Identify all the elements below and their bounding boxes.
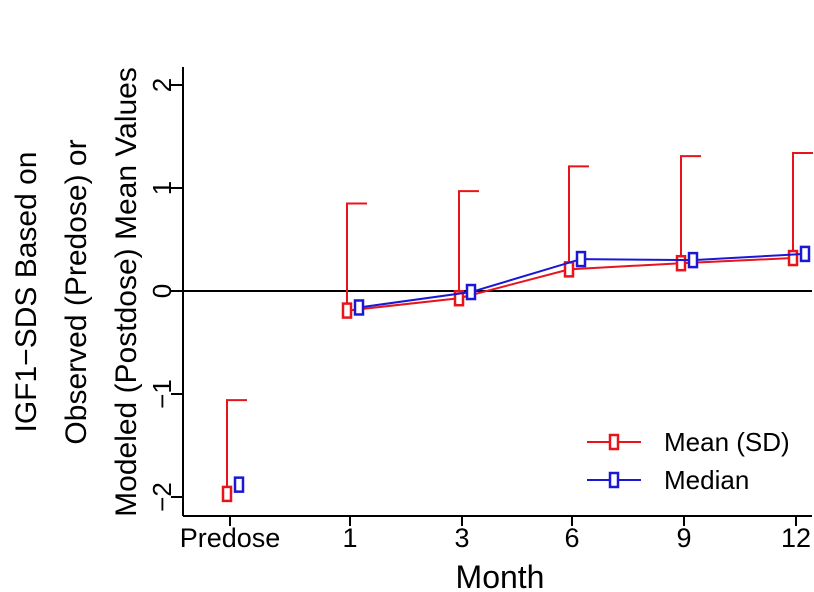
x-tick-label: Predose bbox=[180, 523, 281, 553]
y-tick-label: −2 bbox=[147, 482, 177, 512]
y-axis-label-line: Observed (Predose) or bbox=[60, 139, 93, 444]
x-axis-label: Month bbox=[456, 559, 545, 592]
y-axis-label-line: Modeled (Postdose) Mean Values bbox=[110, 67, 143, 517]
data-point bbox=[675, 254, 687, 272]
y-tick-label: −1 bbox=[147, 379, 177, 409]
data-point bbox=[575, 250, 587, 268]
y-axis-label: IGF1−SDS Based on Observed (Predose) or Mo… bbox=[10, 67, 143, 517]
legend-label: Mean (SD) bbox=[664, 427, 790, 457]
x-tick-label: 9 bbox=[676, 523, 691, 553]
x-tick-label: 1 bbox=[342, 523, 357, 553]
series-mean bbox=[221, 151, 813, 503]
data-point bbox=[221, 485, 233, 503]
legend: Mean (SD) Median bbox=[587, 427, 790, 495]
x-tick-label: 12 bbox=[781, 523, 811, 553]
data-point bbox=[233, 476, 245, 493]
data-point bbox=[465, 283, 477, 301]
legend-marker bbox=[608, 471, 620, 489]
legend-marker bbox=[608, 433, 620, 451]
y-tick-label: 2 bbox=[147, 78, 177, 92]
data-point bbox=[341, 302, 353, 319]
y-tick-label: 1 bbox=[147, 181, 177, 195]
legend-label: Median bbox=[664, 465, 749, 495]
data-point bbox=[353, 299, 365, 316]
data-point bbox=[453, 289, 465, 307]
data-point bbox=[687, 251, 699, 269]
series-median bbox=[233, 245, 811, 493]
y-axis-label-line: IGF1−SDS Based on bbox=[10, 152, 43, 433]
data-point bbox=[787, 249, 799, 267]
y-tick-label: 0 bbox=[147, 284, 177, 298]
x-tick-label: 6 bbox=[564, 523, 579, 553]
data-point bbox=[799, 245, 811, 263]
x-tick-label: 3 bbox=[454, 523, 469, 553]
